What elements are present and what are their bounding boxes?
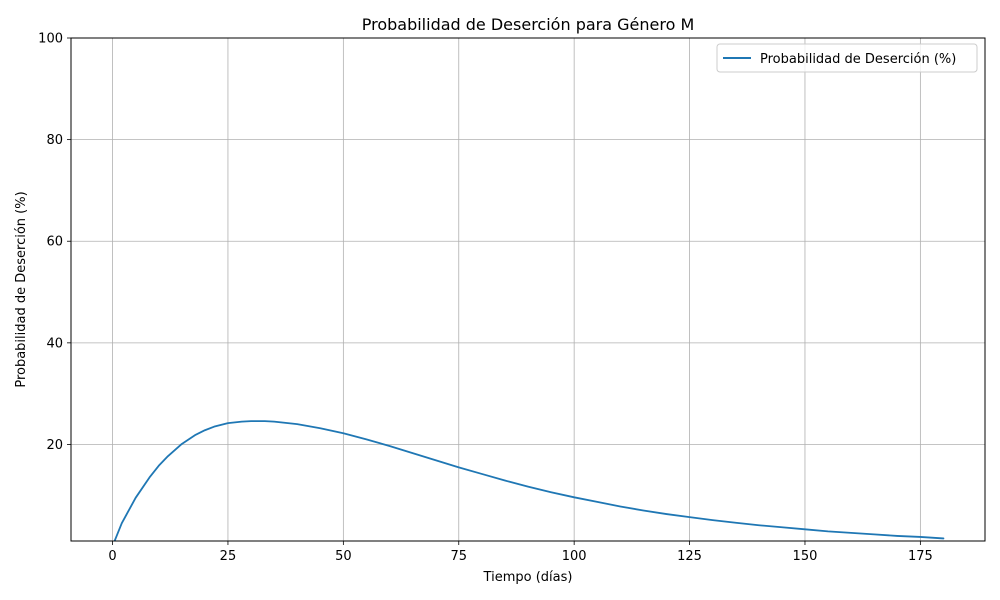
- x-axis-title: Tiempo (días): [483, 570, 573, 585]
- y-tick-label: 80: [46, 133, 63, 148]
- y-tick-label: 40: [46, 336, 63, 351]
- y-tick-label: 100: [38, 32, 63, 47]
- x-tick-label: 0: [108, 549, 116, 564]
- plot-frame: [70, 37, 986, 542]
- x-tick-label: 25: [220, 549, 237, 564]
- legend-label: Probabilidad de Deserción (%): [760, 52, 956, 67]
- series-line-0: [113, 420, 945, 541]
- ticks: 0 25 50 75 100 125 150 175 20 40 60 80 100: [38, 32, 933, 565]
- legend-box: [716, 43, 978, 73]
- x-tick-label: 100: [562, 549, 587, 564]
- y-tick-label: 60: [46, 235, 63, 250]
- x-tick-label: 50: [335, 549, 352, 564]
- x-tick-label: 150: [793, 549, 818, 564]
- chart-title: Probabilidad de Deserción para Género M: [362, 15, 695, 34]
- series-layer: [113, 420, 945, 541]
- legend: Probabilidad de Deserción (%): [716, 43, 978, 73]
- y-tick-label: 20: [46, 438, 63, 453]
- x-tick-label: 175: [908, 549, 933, 564]
- x-tick-label: 75: [450, 549, 467, 564]
- y-axis-title: Probabilidad de Deserción (%): [14, 191, 29, 387]
- x-tick-label: 125: [677, 549, 702, 564]
